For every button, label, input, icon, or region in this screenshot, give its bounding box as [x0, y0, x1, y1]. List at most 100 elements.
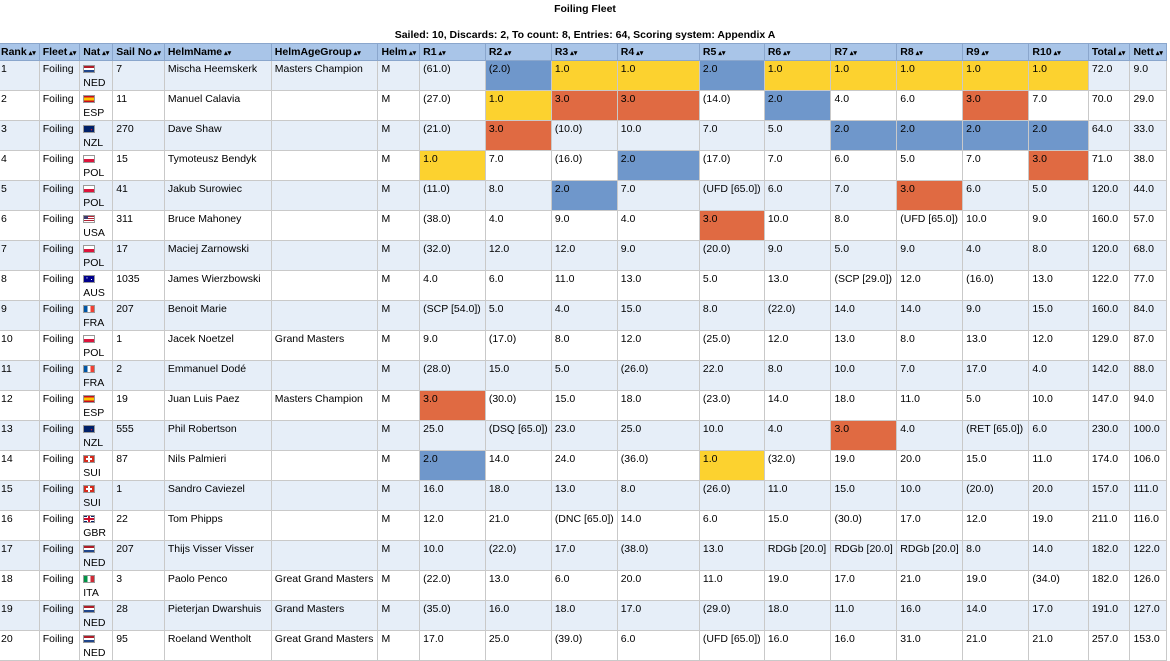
- table-row[interactable]: 15 Foiling SUI 1 Sandro Caviezel M 16.0 18.0 13.…: [0, 480, 1167, 511]
- nat-cell: AUS: [79, 270, 114, 301]
- fleet-cell: Foiling: [38, 360, 81, 391]
- race-r1-cell: 4.0: [419, 270, 486, 301]
- sort-arrows-icon: ▴▾: [28, 50, 36, 57]
- column-header-r7[interactable]: R7 ▴▾: [830, 43, 898, 61]
- table-row[interactable]: 19 Foiling NED 28 Pieterjan Dwarshuis Grand M…: [0, 600, 1167, 631]
- column-header-helmagegroup[interactable]: HelmAgeGroup ▴▾: [270, 43, 379, 61]
- flag-pol-icon: [83, 155, 96, 164]
- column-header-r5[interactable]: R5 ▴▾: [698, 43, 765, 61]
- table-row[interactable]: 10 Foiling POL 1 Jacek Noetzel Grand Masters M…: [0, 330, 1167, 361]
- race-r6-cell: 1.0: [763, 60, 832, 91]
- table-row[interactable]: 2 Foiling ESP 11 Manuel Calavia M (27.0) 1.0 3.0…: [0, 90, 1167, 121]
- helm-name-cell: Manuel Calavia: [163, 90, 272, 121]
- sort-arrows-icon: ▴▾: [636, 50, 644, 57]
- race-r6-cell: 6.0: [763, 180, 832, 211]
- column-header-sail-no[interactable]: Sail No ▴▾: [112, 43, 165, 61]
- table-row[interactable]: 18 Foiling ITA 3 Paolo Penco Great Grand Mast…: [0, 570, 1167, 601]
- helm-cell: M: [377, 270, 421, 301]
- column-header-label: R7: [834, 46, 848, 58]
- nat-cell: NZL: [79, 120, 114, 151]
- race-r10-cell: 8.0: [1028, 240, 1089, 271]
- table-row[interactable]: 7 Foiling POL 17 Maciej Zarnowski M (32.0) 12.0…: [0, 240, 1167, 271]
- page-subtitle: Sailed: 10, Discards: 2, To count: 8, En…: [394, 29, 776, 41]
- column-header-r2[interactable]: R2 ▴▾: [484, 43, 552, 61]
- race-r10-cell: 6.0: [1028, 420, 1089, 451]
- column-header-r9[interactable]: R9 ▴▾: [962, 43, 1030, 61]
- race-r10-cell: 10.0: [1028, 390, 1089, 421]
- race-r4-cell: (36.0): [616, 450, 700, 481]
- nat-code: NED: [83, 647, 106, 659]
- table-row[interactable]: 6 Foiling USA 311 Bruce Mahoney M (38.0) 4.0 9.0…: [0, 210, 1167, 241]
- helm-name-cell: Phil Robertson: [163, 420, 272, 451]
- table-row[interactable]: 1 Foiling NED 7 Mischa Heemskerk Masters Cham…: [0, 60, 1167, 91]
- race-r4-cell: 6.0: [616, 630, 700, 661]
- fleet-cell: Foiling: [38, 450, 81, 481]
- column-header-helmname[interactable]: HelmName ▴▾: [163, 43, 272, 61]
- flag-ned-icon: [83, 605, 96, 614]
- column-header-helm[interactable]: Helm ▴▾: [377, 43, 421, 61]
- race-r7-cell: 18.0: [830, 390, 898, 421]
- column-header-r6[interactable]: R6 ▴▾: [763, 43, 832, 61]
- flag-nzl-icon: [83, 125, 96, 134]
- sail-no-cell: 28: [112, 600, 165, 631]
- race-r6-cell: (32.0): [763, 450, 832, 481]
- race-r1-cell: (22.0): [419, 570, 486, 601]
- column-header-r1[interactable]: R1 ▴▾: [419, 43, 486, 61]
- table-row[interactable]: 13 Foiling NZL 555 Phil Robertson M 25.0 (DSQ […: [0, 420, 1167, 451]
- total-cell: 257.0: [1087, 630, 1131, 661]
- fleet-cell: Foiling: [38, 180, 81, 211]
- sail-no-cell: 95: [112, 630, 165, 661]
- nat-code: FRA: [83, 377, 105, 389]
- table-row[interactable]: 4 Foiling POL 15 Tymoteusz Bendyk M 1.0 7.0 (16.…: [0, 150, 1167, 181]
- nett-cell: 57.0: [1129, 210, 1167, 241]
- race-r4-cell: 10.0: [616, 120, 700, 151]
- race-r10-cell: 3.0: [1028, 150, 1089, 181]
- race-r2-cell: 14.0: [484, 450, 552, 481]
- race-r1-cell: 12.0: [419, 510, 486, 541]
- race-r6-cell: 7.0: [763, 150, 832, 181]
- column-header-label: R3: [554, 46, 569, 58]
- column-header-r4[interactable]: R4 ▴▾: [616, 43, 700, 61]
- race-r9-cell: 9.0: [962, 300, 1030, 331]
- helm-age-group-cell: [270, 510, 379, 541]
- table-row[interactable]: 14 Foiling SUI 87 Nils Palmieri M 2.0 14.0 24.0(…: [0, 450, 1167, 481]
- helm-name-cell: Maciej Zarnowski: [163, 240, 272, 271]
- rank-cell: 16: [0, 510, 40, 541]
- race-r10-cell: 21.0: [1028, 630, 1089, 661]
- table-row[interactable]: 20 Foiling NED 95 Roeland Wentholt Great Gran…: [0, 630, 1167, 661]
- race-r8-cell: 1.0: [896, 60, 964, 91]
- race-r8-cell: (UFD [65.0]): [896, 210, 964, 241]
- fleet-cell: Foiling: [38, 60, 81, 91]
- table-row[interactable]: 17 Foiling NED 207 Thijs Visser Visser M 10.0(…: [0, 540, 1167, 571]
- column-header-r8[interactable]: R8 ▴▾: [896, 43, 964, 61]
- column-header-r3[interactable]: R3 ▴▾: [550, 43, 618, 61]
- column-header-fleet[interactable]: Fleet ▴▾: [38, 43, 81, 61]
- table-row[interactable]: 11 Foiling FRA 2 Emmanuel Dodé M (28.0) 15.0 5.0…: [0, 360, 1167, 391]
- column-header-rank[interactable]: Rank ▴▾: [0, 43, 40, 61]
- table-row[interactable]: 12 Foiling ESP 19 Juan Luis Paez Masters Cham…: [0, 390, 1167, 421]
- rank-cell: 3: [0, 120, 40, 151]
- race-r8-cell: 3.0: [896, 180, 964, 211]
- helm-age-group-cell: Masters Champion: [270, 390, 379, 421]
- race-r8-cell: 31.0: [896, 630, 964, 661]
- helm-age-group-cell: [270, 360, 379, 391]
- table-row[interactable]: 16 Foiling GBR 22 Tom Phipps M 12.0 21.0 (DNC [6…: [0, 510, 1167, 541]
- table-row[interactable]: 8 Foiling AUS 1035 James Wierzbowski M 4.0 6.0 1…: [0, 270, 1167, 301]
- nat-cell: NZL: [79, 420, 114, 451]
- race-r6-cell: RDGb [20.0]: [763, 540, 832, 571]
- column-header-nat[interactable]: Nat ▴▾: [79, 43, 114, 61]
- table-row[interactable]: 3 Foiling NZL 270 Dave Shaw M (21.0) 3.0 (10.0) 1…: [0, 120, 1167, 151]
- table-row[interactable]: 5 Foiling POL 41 Jakub Surowiec M (11.0) 8.0 2.0…: [0, 180, 1167, 211]
- helm-cell: M: [377, 510, 421, 541]
- column-header-r10[interactable]: R10 ▴▾: [1028, 43, 1089, 61]
- nett-cell: 44.0: [1129, 180, 1167, 211]
- column-header-label: Sail No: [116, 46, 152, 58]
- helm-age-group-cell: [270, 480, 379, 511]
- total-cell: 70.0: [1087, 90, 1131, 121]
- race-r2-cell: (2.0): [484, 60, 552, 91]
- table-row[interactable]: 9 Foiling FRA 207 Benoit Marie M (SCP [54.0]) 5…: [0, 300, 1167, 331]
- fleet-cell: Foiling: [38, 300, 81, 331]
- column-header-nett[interactable]: Nett ▴▾: [1129, 43, 1167, 61]
- helm-age-group-cell: [270, 300, 379, 331]
- column-header-total[interactable]: Total ▴▾: [1087, 43, 1131, 61]
